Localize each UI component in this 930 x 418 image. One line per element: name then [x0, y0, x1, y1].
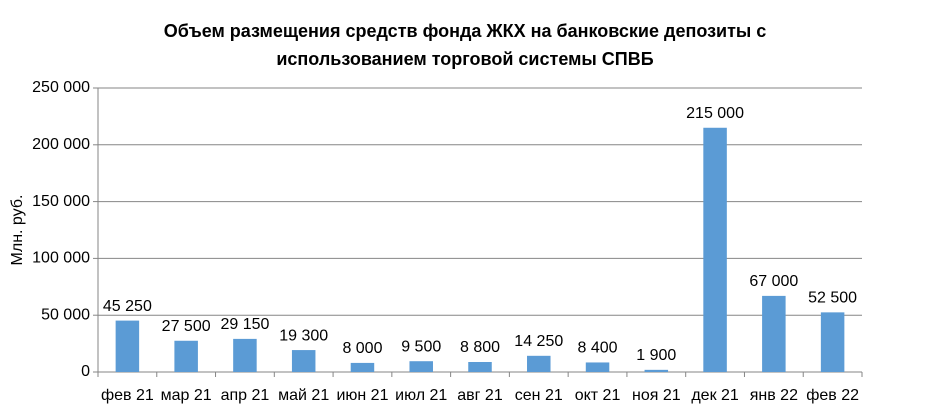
data-label: 14 250: [514, 333, 563, 350]
data-label: 27 500: [162, 318, 211, 335]
x-tick-label: май 21: [278, 387, 329, 404]
bar: [820, 312, 845, 372]
bar: [585, 362, 610, 372]
data-label: 52 500: [808, 290, 857, 307]
y-tick-label: 0: [81, 363, 90, 380]
bar: [703, 127, 727, 372]
chart-title: использованием торговой системы СПВБ: [276, 49, 653, 69]
data-label: 8 400: [578, 340, 618, 357]
x-tick-label: фев 21: [101, 387, 154, 404]
x-tick-label: июл 21: [395, 387, 447, 404]
x-tick-label: ноя 21: [632, 387, 681, 404]
data-label: 8 800: [460, 339, 500, 356]
x-tick-label: июн 21: [336, 387, 388, 404]
bar: [174, 340, 198, 372]
x-tick-label: апр 21: [221, 387, 270, 404]
x-tick-label: сен 21: [515, 387, 563, 404]
data-label: 9 500: [401, 338, 441, 355]
data-label: 215 000: [686, 105, 744, 122]
x-tick-label: дек 21: [691, 387, 739, 404]
y-axis-label: Млн. руб.: [9, 195, 26, 266]
data-label: 1 900: [636, 347, 676, 364]
data-label: 45 250: [103, 298, 152, 315]
data-label: 67 000: [749, 273, 798, 290]
bar: [233, 338, 257, 372]
y-tick-label: 100 000: [32, 250, 90, 267]
bar: [350, 362, 375, 372]
y-tick-label: 150 000: [32, 193, 90, 210]
chart-title: Объем размещения средств фонда ЖКХ на ба…: [164, 21, 767, 41]
x-tick-label: янв 22: [750, 387, 798, 404]
x-tick-label: окт 21: [575, 387, 621, 404]
data-label: 19 300: [279, 327, 328, 344]
data-label: 8 000: [342, 340, 382, 357]
bar: [291, 350, 316, 372]
bar: [762, 295, 786, 372]
x-tick-label: авг 21: [457, 387, 503, 404]
y-tick-label: 200 000: [32, 136, 90, 153]
y-tick-label: 250 000: [32, 79, 90, 96]
y-tick-label: 50 000: [41, 306, 90, 323]
x-tick-label: мар 21: [161, 387, 212, 404]
bar: [644, 369, 669, 372]
bar: [527, 355, 551, 372]
data-label: 29 150: [220, 316, 269, 333]
bar: [409, 361, 433, 372]
bar: [115, 320, 140, 372]
x-tick-label: фев 22: [806, 387, 859, 404]
bar: [468, 362, 492, 372]
